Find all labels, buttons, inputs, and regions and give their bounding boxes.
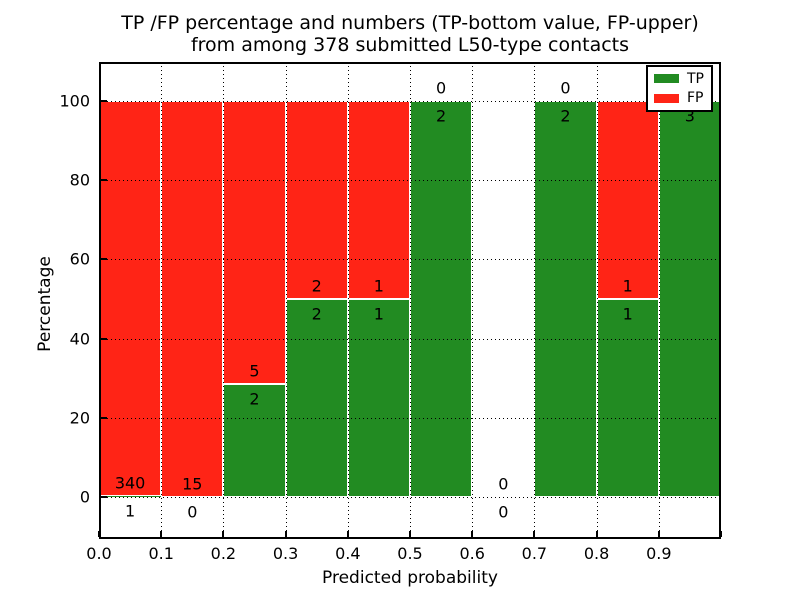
y-axis-tick [101,258,107,261]
legend-swatch [654,93,679,103]
x-axis-tick [720,531,722,537]
grid-line-vertical [658,62,660,539]
bar-count-label-tp: 2 [436,106,447,126]
x-tick-label: 0.6 [459,544,485,563]
bar-count-label-fp: 5 [249,361,260,381]
grid-line-vertical [161,62,163,539]
bar-segment-fp [596,100,659,299]
bar-count-label-tp: 2 [249,389,260,409]
y-tick-label: 0 [79,487,90,507]
x-tick-label: 0.5 [397,544,423,563]
bar-segment-fp [161,100,224,497]
x-axis-tick [346,531,349,537]
bar-count-label-tp: 1 [125,501,136,521]
x-axis-label: Predicted probability [322,568,498,588]
bar-count-label-fp: 2 [311,276,322,296]
bar-count-label-tp: 2 [560,106,571,126]
bar-segment-tp [534,100,597,497]
grid-line-vertical [347,62,349,539]
y-axis-tick [101,496,107,498]
y-axis-tick [101,179,107,182]
y-tick-label: 80 [69,170,90,190]
plot-area: 34011505222110200021103 [98,62,722,539]
bar-segment-tp [410,100,473,497]
grid-line-vertical [223,62,225,539]
bar-count-label-fp: 0 [560,78,571,98]
bar-segment-fp [285,100,348,299]
left-spine [99,62,101,539]
x-tick-label: 0.1 [148,544,174,563]
x-axis-tick [595,531,598,537]
bar-segment-fp [347,100,410,299]
bar-count-label-fp: 340 [114,473,146,493]
x-axis-tick [471,531,474,537]
x-tick-label: 0.7 [521,544,548,563]
x-axis-tick [657,531,660,537]
bar-segment-tp [99,495,162,497]
y-axis-label: Percentage [35,256,55,352]
legend-swatch [654,74,679,84]
bar-count-label-tp: 0 [187,502,198,522]
chart-title-line1: TP /FP percentage and numbers (TP-bottom… [121,12,699,34]
bar-count-label-tp: 1 [622,304,633,324]
legend-item-label: TP [687,70,704,87]
bar-segment-fp [99,100,162,496]
bar-count-label-fp: 0 [498,474,509,494]
bar-segment-tp [347,298,410,497]
top-spine [99,62,721,64]
x-axis-tick [160,531,163,537]
bar-count-label-fp: 1 [373,276,384,296]
grid-line-vertical [472,62,474,539]
bar-segment-tp [658,100,721,497]
bar-count-label-tp: 0 [498,502,509,522]
x-axis-tick [533,531,536,537]
bar-count-label-fp: 0 [436,78,447,98]
grid-line-vertical [534,62,536,539]
x-axis-tick [284,531,287,537]
right-spine [719,62,721,539]
legend: TP FP [646,65,713,112]
x-tick-label: 0.8 [583,544,610,563]
chart-title: TP /FP percentage and numbers (TP-bottom… [99,12,721,56]
bar-count-label-tp: 3 [684,106,695,126]
y-axis-tick [101,99,107,102]
y-tick-label: 100 [59,91,90,111]
bottom-spine [99,537,721,539]
bar-segment-tp [285,298,348,497]
x-tick-label: 0.2 [210,544,237,563]
grid-line-vertical [596,62,598,539]
grid-line-vertical [285,62,287,539]
bar-count-label-tp: 2 [311,304,322,324]
legend-item: FP [654,91,705,105]
x-axis-tick [222,531,225,537]
bar-count-label-fp: 15 [182,474,203,494]
x-tick-label: 0.4 [335,544,361,563]
y-axis-tick [101,337,107,340]
bar-segment-tp [596,298,659,497]
x-tick-label: 0.3 [272,544,299,563]
x-tick-label: 0.0 [86,544,112,563]
y-axis-tick [101,416,107,419]
chart-title-line2: from among 378 submitted L50-type contac… [190,34,630,56]
bar-count-label-tp: 1 [373,304,384,324]
y-tick-label: 40 [69,329,90,348]
bar-count-label-fp: 1 [622,276,633,296]
x-tick-label: 0.9 [646,544,672,563]
legend-item: TP [654,72,705,86]
y-tick-label: 20 [69,408,90,428]
y-tick-label: 60 [69,249,90,269]
legend-item-label: FP [687,90,704,107]
bar-segment-fp [223,100,286,384]
grid-line-vertical [410,62,411,539]
x-axis-tick [409,531,411,537]
